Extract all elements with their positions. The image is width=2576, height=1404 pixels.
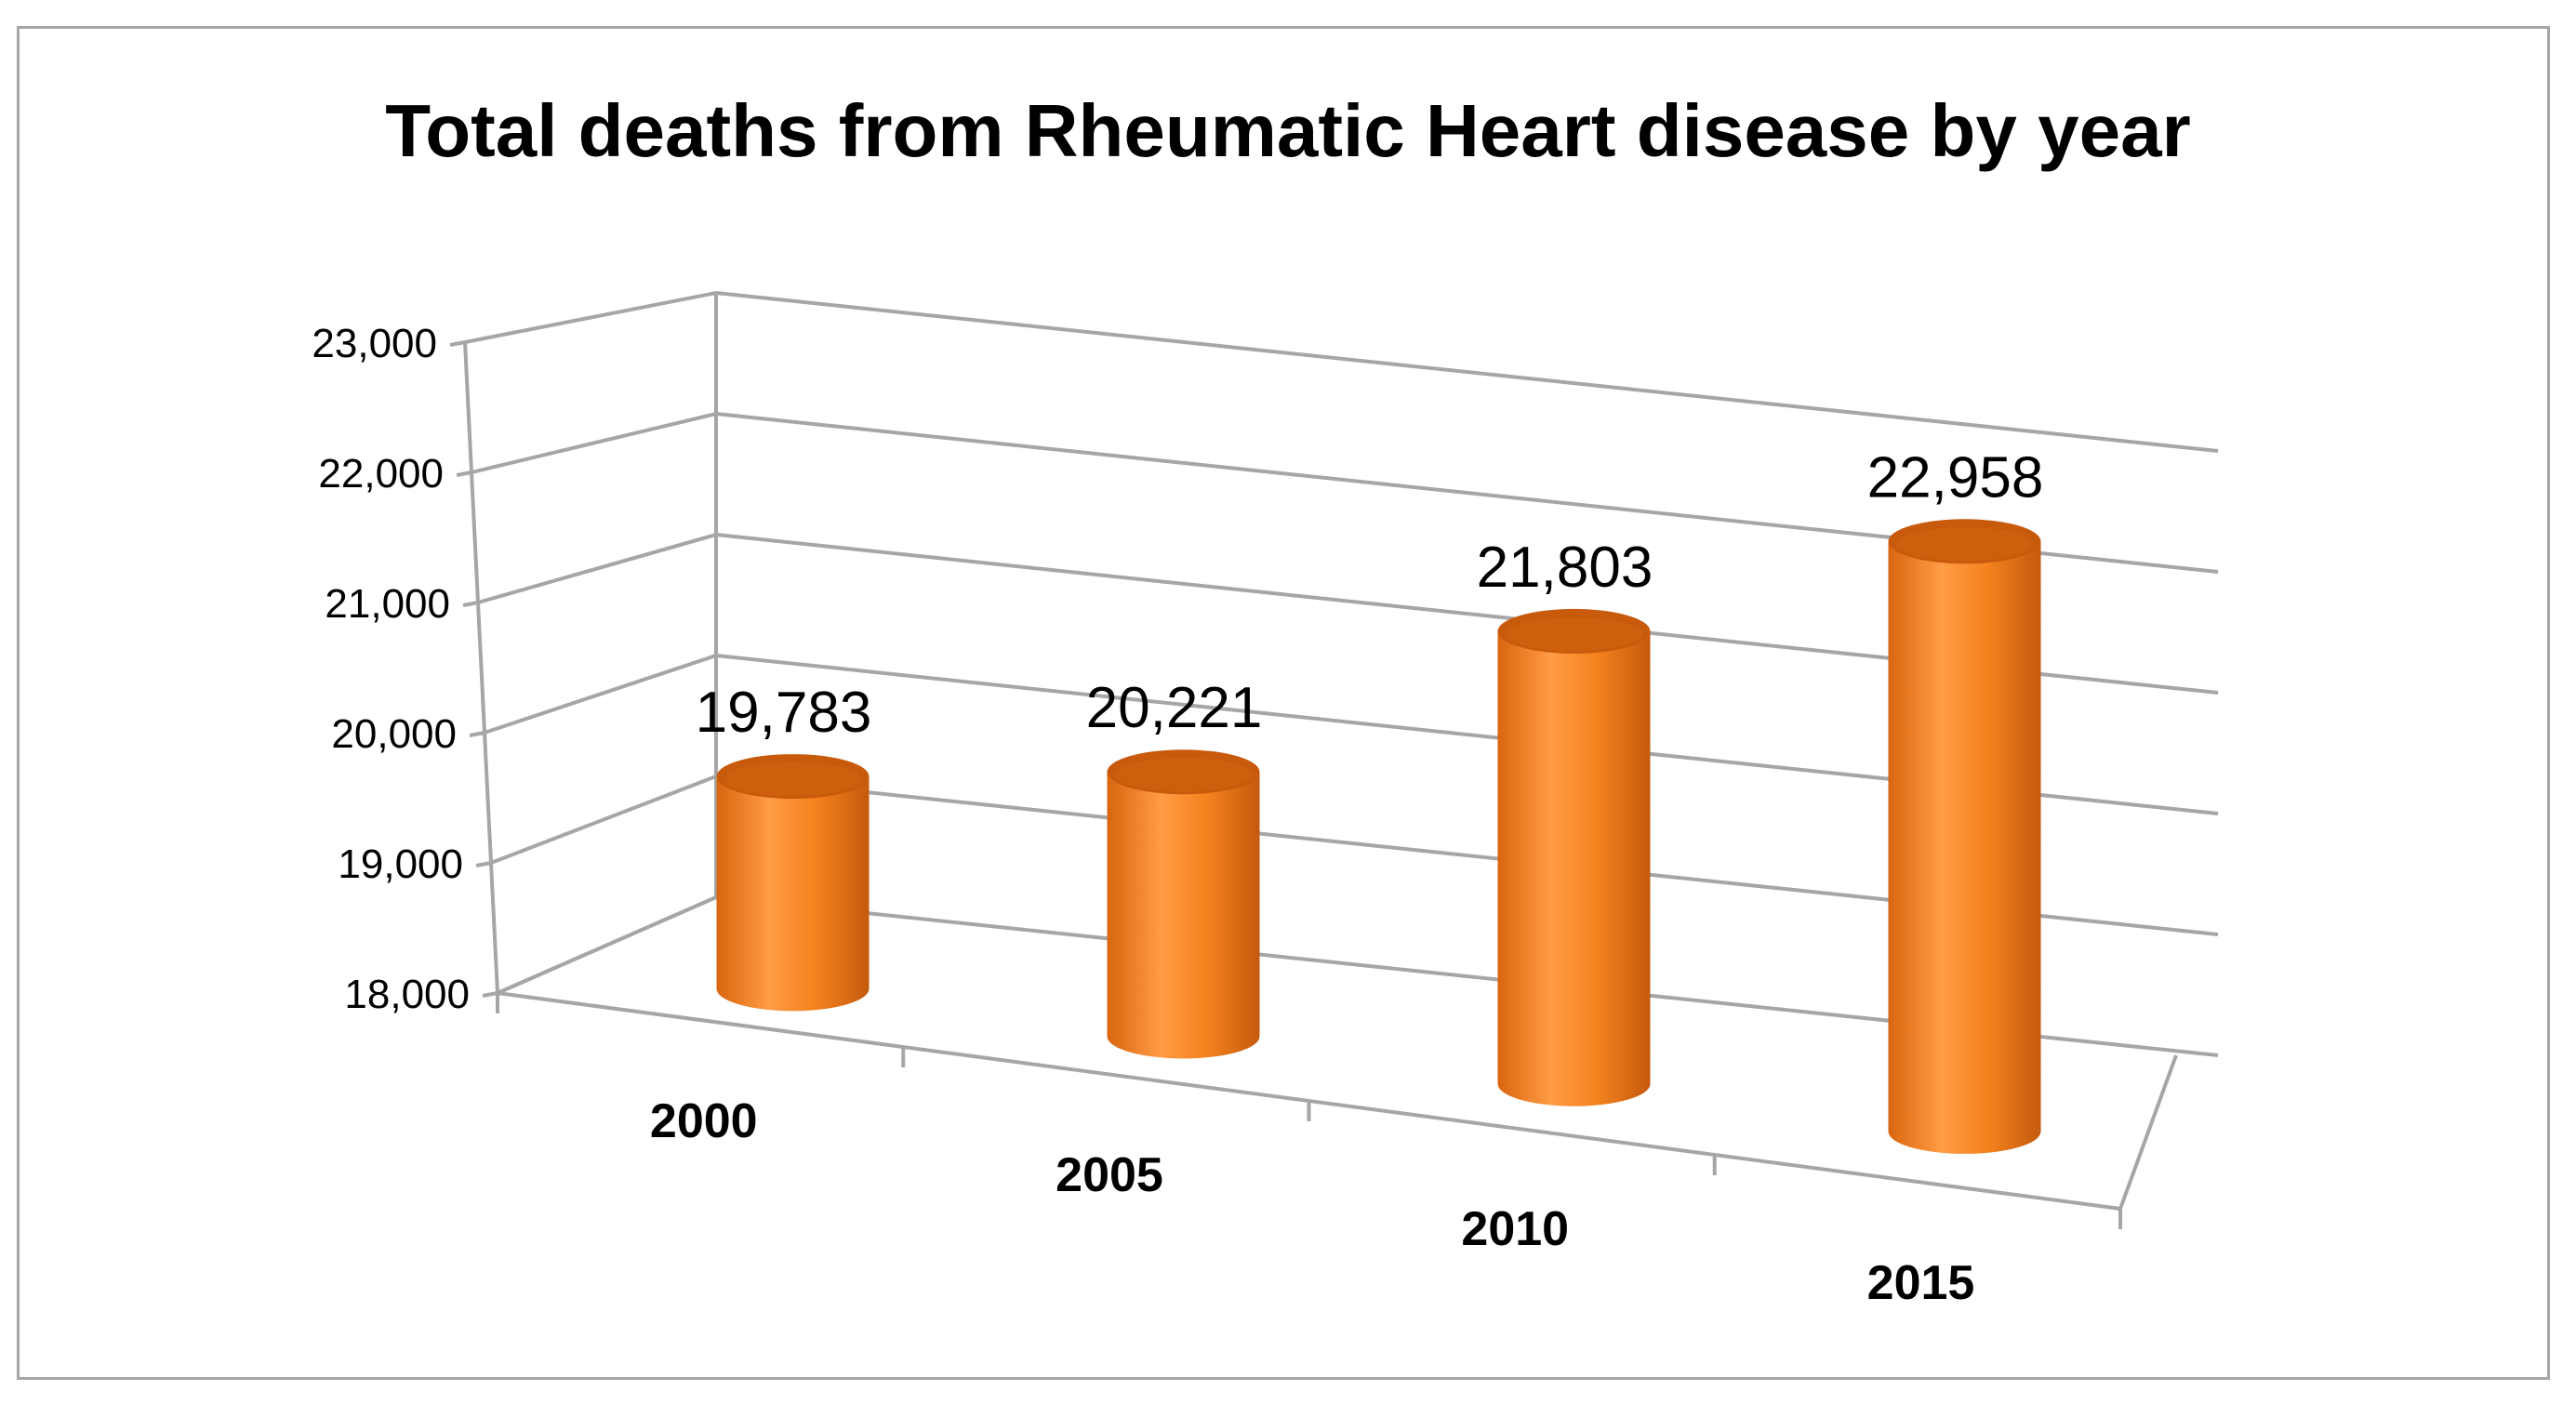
bar-2000 (716, 754, 870, 1012)
y-tick-mark (469, 731, 485, 737)
bar-body (1107, 772, 1260, 1059)
x-tick-label: 2000 (650, 1094, 758, 1148)
bars-layer (716, 519, 2041, 1154)
axis-layer (449, 293, 2178, 1229)
y-tick-mark (475, 861, 492, 868)
floor-right-edge (2118, 1054, 2178, 1210)
bar-top-shade (724, 762, 862, 797)
bar-top-shade (1114, 758, 1253, 792)
labels-layer: 18,000 19,000 20,000 21,000 22,000 23,000 19,7… (312, 321, 2043, 1310)
chart-title: Total deaths from Rheumatic Heart diseas… (385, 89, 2191, 172)
bar-top-shade (1505, 616, 1643, 651)
x-tick-label: 2005 (1056, 1148, 1163, 1202)
y-tick-label: 23,000 (312, 321, 437, 366)
x-tick-label: 2010 (1461, 1202, 1569, 1256)
gridline-side (477, 533, 717, 604)
bar-top-shade (1895, 527, 2034, 562)
y-tick-mark (482, 991, 498, 998)
y-tick-label: 21,000 (325, 581, 450, 627)
data-label: 22,958 (1867, 445, 2044, 510)
data-label: 21,803 (1477, 536, 1653, 600)
x-tick-label: 2015 (1867, 1256, 1975, 1310)
floor-left-edge (497, 895, 717, 995)
gridline-side (471, 412, 717, 474)
gridline-side (484, 654, 717, 735)
data-label: 19,783 (696, 681, 872, 745)
bar-2010 (1497, 608, 1651, 1106)
y-axis-line (463, 341, 499, 994)
data-label: 20,221 (1086, 676, 1263, 740)
y-tick-label: 20,000 (331, 711, 457, 757)
bar-2005 (1107, 749, 1260, 1059)
y-tick-mark (462, 601, 479, 607)
gridline-side (490, 775, 717, 865)
bar-body (716, 776, 870, 1012)
y-tick-label: 18,000 (344, 972, 470, 1017)
gridline-side (464, 291, 717, 344)
y-tick-mark (449, 340, 466, 347)
bar-body (1888, 541, 2041, 1154)
y-tick-label: 22,000 (318, 451, 444, 497)
gridline-back (715, 291, 2219, 453)
bar-2015 (1888, 519, 2041, 1154)
y-tick-mark (456, 470, 472, 477)
bar-body (1497, 630, 1651, 1106)
y-tick-label: 19,000 (338, 841, 463, 887)
chart-frame (17, 26, 2550, 1380)
